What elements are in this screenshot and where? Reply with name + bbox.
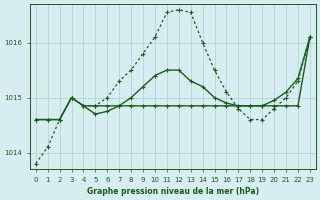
X-axis label: Graphe pression niveau de la mer (hPa): Graphe pression niveau de la mer (hPa) xyxy=(87,187,259,196)
